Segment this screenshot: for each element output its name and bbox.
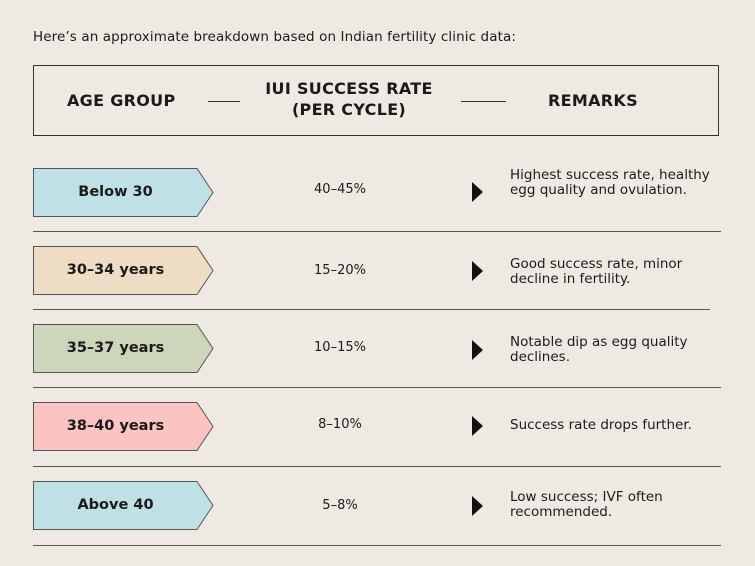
age-label: 38–40 years bbox=[66, 418, 165, 434]
remark-text: Success rate drops further. bbox=[510, 417, 692, 433]
header-divider bbox=[461, 101, 506, 102]
age-label: Above 40 bbox=[77, 497, 154, 513]
table-header: AGE GROUP IUI SUCCESS RATE (PER CYCLE) R… bbox=[33, 65, 719, 136]
success-rate: 5–8% bbox=[322, 498, 358, 513]
table-row: 38–40 years 8–10% Success rate drops fur… bbox=[0, 401, 755, 479]
table-row: 30–34 years 15–20% Good success rate, mi… bbox=[0, 245, 755, 323]
triangle-right-icon bbox=[472, 182, 483, 202]
header-rate-line2: (PER CYCLE) bbox=[291, 100, 407, 119]
age-tag-shape bbox=[33, 402, 214, 451]
row-separator bbox=[33, 387, 721, 388]
row-separator bbox=[33, 466, 721, 467]
age-tag-shape bbox=[33, 324, 214, 373]
success-rate: 15–20% bbox=[314, 263, 366, 278]
remark-text: Low success; IVF often recommended. bbox=[510, 489, 663, 520]
row-separator bbox=[33, 231, 721, 232]
header-divider bbox=[208, 101, 240, 102]
remark-text: Good success rate, minor decline in fert… bbox=[510, 256, 683, 287]
header-rate-line1: IUI SUCCESS RATE bbox=[265, 79, 433, 98]
header-success-rate: IUI SUCCESS RATE (PER CYCLE) bbox=[258, 78, 440, 120]
table-row: 35–37 years 10–15% Notable dip as egg qu… bbox=[0, 323, 755, 401]
age-label: Below 30 bbox=[78, 184, 153, 200]
row-separator bbox=[33, 309, 710, 310]
triangle-right-icon bbox=[472, 340, 483, 360]
intro-text: Here’s an approximate breakdown based on… bbox=[33, 29, 517, 45]
age-tag: 30–34 years bbox=[33, 246, 214, 295]
success-rate: 40–45% bbox=[314, 182, 366, 197]
age-tag: 38–40 years bbox=[33, 402, 214, 451]
header-age-group: AGE GROUP bbox=[67, 91, 176, 110]
age-tag-shape bbox=[33, 481, 214, 530]
triangle-right-icon bbox=[472, 496, 483, 516]
triangle-right-icon bbox=[472, 261, 483, 281]
success-rate: 10–15% bbox=[314, 340, 366, 355]
age-tag: Below 30 bbox=[33, 168, 214, 217]
triangle-right-icon bbox=[472, 416, 483, 436]
table-row: Above 40 5–8% Low success; IVF often rec… bbox=[0, 480, 755, 558]
age-tag: 35–37 years bbox=[33, 324, 214, 373]
age-tag-shape bbox=[33, 168, 214, 217]
remark-text: Notable dip as egg quality declines. bbox=[510, 334, 688, 365]
age-label: 35–37 years bbox=[66, 340, 165, 356]
table-row: Below 30 40–45% Highest success rate, he… bbox=[0, 167, 755, 245]
age-label: 30–34 years bbox=[66, 262, 165, 278]
success-rate: 8–10% bbox=[318, 417, 362, 432]
remark-text: Highest success rate, healthy egg qualit… bbox=[510, 167, 710, 198]
header-remarks: REMARKS bbox=[548, 91, 638, 110]
age-tag: Above 40 bbox=[33, 481, 214, 530]
row-separator bbox=[33, 545, 721, 546]
age-tag-shape bbox=[33, 246, 214, 295]
